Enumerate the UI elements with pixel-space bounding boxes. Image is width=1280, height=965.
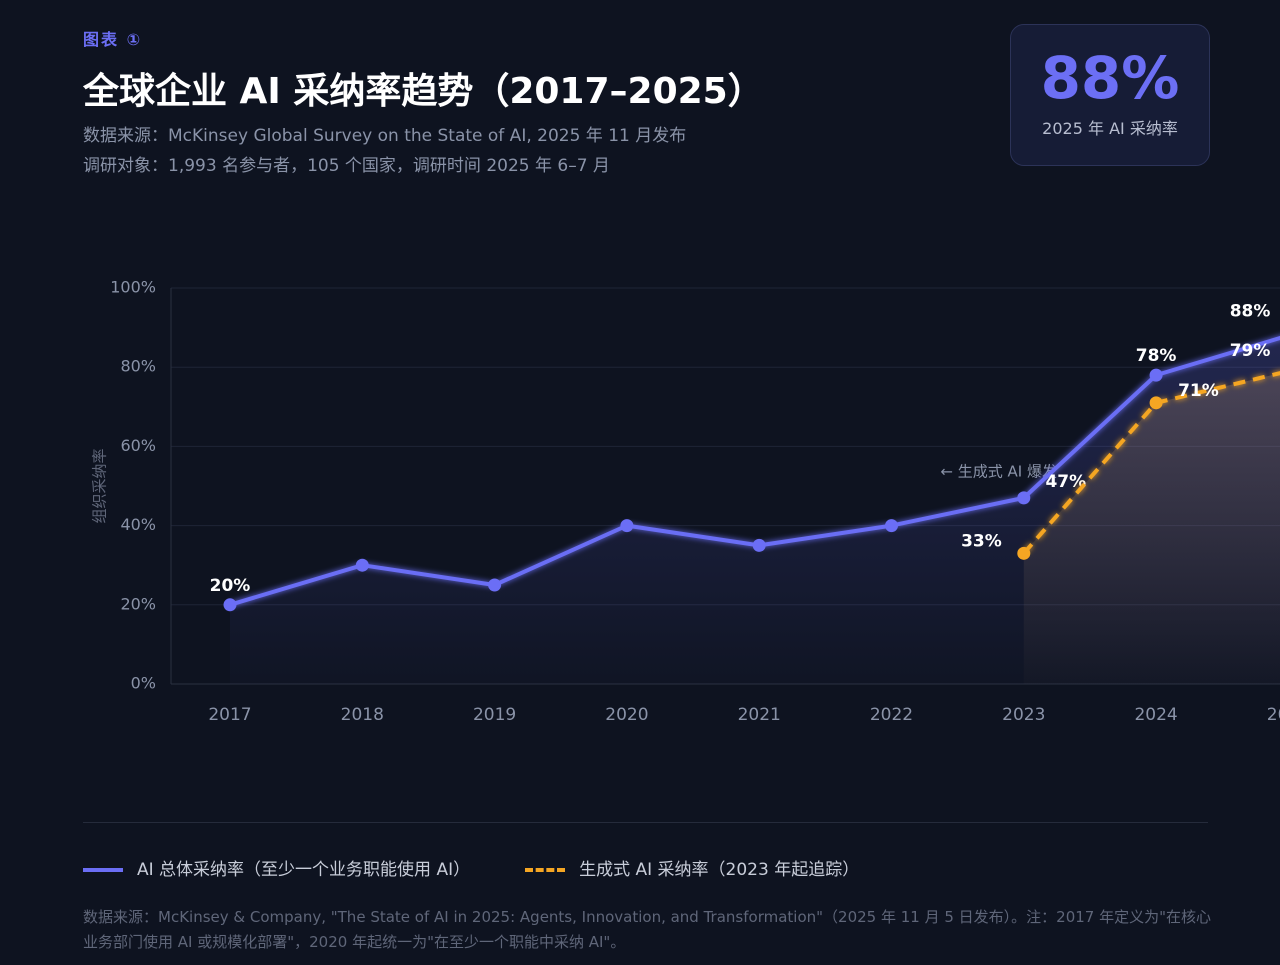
data-point xyxy=(488,578,502,592)
data-point xyxy=(1149,368,1163,382)
x-tick-label: 2020 xyxy=(605,705,648,725)
data-point xyxy=(223,598,237,612)
data-point xyxy=(620,519,634,533)
data-label: 33% xyxy=(961,531,1002,551)
x-tick-label: 2025 xyxy=(1267,705,1280,725)
data-label: 88% xyxy=(1230,302,1271,322)
page-title: 全球企业 AI 采纳率趋势（2017–2025） xyxy=(83,71,764,112)
legend-label: AI 总体采纳率（至少一个业务职能使用 AI） xyxy=(137,860,471,880)
data-point xyxy=(1017,546,1031,560)
x-tick-label: 2019 xyxy=(473,705,516,725)
annotation: ← 生成式 AI 爆发 xyxy=(940,463,1057,481)
divider xyxy=(83,822,1208,823)
x-tick-label: 2018 xyxy=(341,705,384,725)
x-tick-label: 2023 xyxy=(1002,705,1045,725)
chart: 组织采纳率 ← 生成式 AI 爆发 0% 20% 40% 60% 80% 100% 2017… xyxy=(91,278,1280,725)
x-tick-label: 2022 xyxy=(870,705,913,725)
legend: AI 总体采纳率（至少一个业务职能使用 AI） 生成式 AI 采纳率（2023 年… xyxy=(83,855,859,880)
y-tick-label: 40% xyxy=(120,515,156,534)
legend-label: 生成式 AI 采纳率（2023 年起追踪） xyxy=(579,860,860,880)
data-label: 47% xyxy=(1045,472,1086,492)
x-tick-label: 2017 xyxy=(208,705,251,725)
data-point xyxy=(355,558,369,572)
area xyxy=(1023,373,1280,684)
data-point xyxy=(752,538,766,552)
y-tick-label: 0% xyxy=(131,674,156,693)
legend-item: AI 总体采纳率（至少一个业务职能使用 AI） xyxy=(83,855,470,880)
data-point xyxy=(1149,396,1163,410)
data-point xyxy=(1017,491,1031,505)
kpi-value: 88% xyxy=(1040,44,1180,112)
x-tick-label: 2024 xyxy=(1134,705,1177,725)
data-label: 71% xyxy=(1178,381,1219,401)
data-label: 20% xyxy=(210,576,251,596)
subtitle: 调研对象：1,993 名参与者，105 个国家，调研时间 2025 年 6–7 … xyxy=(83,156,610,176)
data-point xyxy=(885,519,898,533)
legend-swatch xyxy=(83,868,123,872)
kpi-badge: 88% 2025 年 AI 采纳率 xyxy=(1010,24,1210,166)
kpi-caption: 2025 年 AI 采纳率 xyxy=(1042,119,1178,138)
legend-item: 生成式 AI 采纳率（2023 年起追踪） xyxy=(525,855,859,880)
y-tick-label: 80% xyxy=(120,357,156,376)
data-label: 79% xyxy=(1230,341,1271,361)
y-tick-label: 20% xyxy=(120,594,156,613)
x-tick-label: 2021 xyxy=(738,705,781,725)
footnote: 数据来源：McKinsey & Company, "The State of A… xyxy=(83,908,1212,951)
legend-swatch xyxy=(525,868,566,872)
subtitle: 数据来源：McKinsey Global Survey on the State… xyxy=(83,126,687,146)
y-tick-label: 100% xyxy=(110,278,156,297)
area xyxy=(230,338,1280,684)
y-tick-label: 60% xyxy=(120,436,156,455)
chart-tag: 图表 ① xyxy=(83,30,143,49)
y-axis-title: 组织采纳率 xyxy=(91,448,109,523)
data-label: 78% xyxy=(1136,346,1177,366)
